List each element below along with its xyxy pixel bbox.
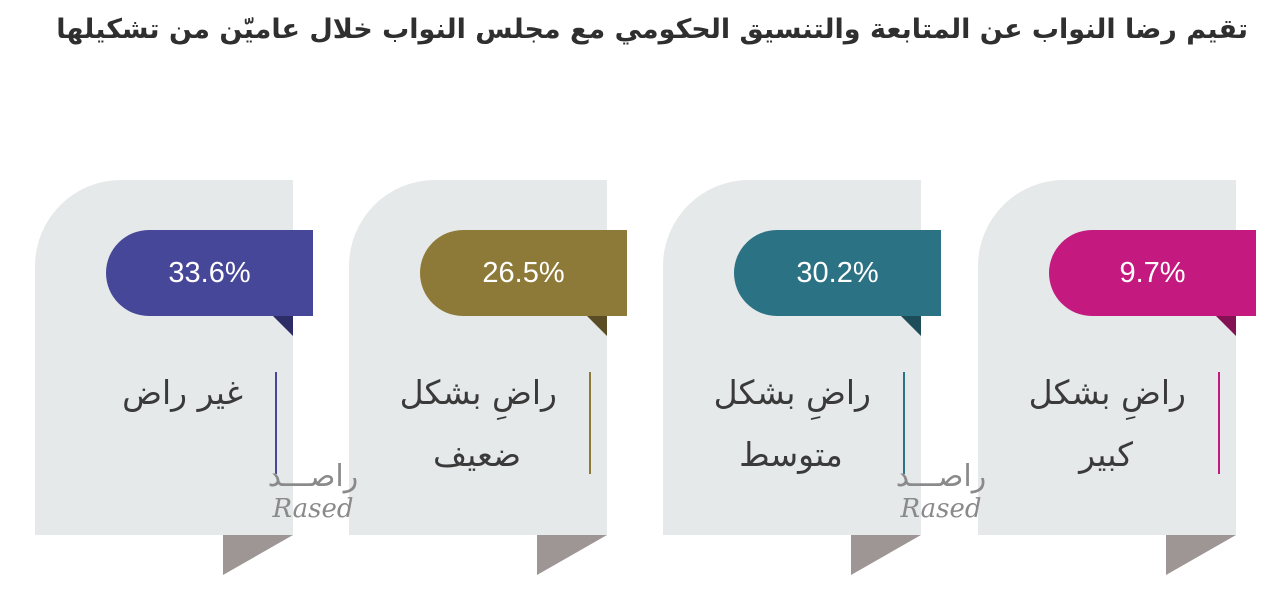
category-label-line: راضِ بشكل	[399, 373, 557, 412]
value-label: 33.6%	[106, 230, 313, 316]
value-label: 30.2%	[734, 230, 941, 316]
card-fold	[223, 535, 293, 575]
category-card: 33.6% غير راض	[35, 180, 313, 575]
watermark-latin: Rased	[272, 494, 354, 524]
label-divider	[275, 372, 277, 474]
watermark: راصـــد Rased	[876, 460, 1006, 530]
category-label-line: غير راض	[122, 373, 243, 412]
label-divider	[903, 372, 905, 474]
category-label: راضِ بشكل كبير	[1026, 362, 1186, 486]
category-label-line: متوسط	[739, 435, 843, 474]
watermark-arabic: راصـــد	[267, 459, 359, 494]
label-divider	[589, 372, 591, 474]
category-label-line: راضِ بشكل	[713, 373, 871, 412]
chart-title: تقيم رضا النواب عن المتابعة والتنسيق الح…	[56, 14, 1248, 45]
card-fold	[537, 535, 607, 575]
category-label: راضِ بشكل متوسط	[711, 362, 871, 486]
value-pill-shadow	[901, 316, 921, 336]
category-label: راضِ بشكل ضعيف	[397, 362, 557, 486]
value-pill-shadow	[587, 316, 607, 336]
category-label-line: ضعيف	[432, 435, 522, 474]
value-label: 26.5%	[420, 230, 627, 316]
card-fold	[851, 535, 921, 575]
value-label: 9.7%	[1049, 230, 1256, 316]
card-fold	[1166, 535, 1236, 575]
category-card: 30.2% راضِ بشكل متوسط	[663, 180, 941, 575]
category-card: 26.5% راضِ بشكل ضعيف	[349, 180, 627, 575]
watermark-arabic: راصـــد	[895, 459, 987, 494]
category-label-line: كبير	[1079, 435, 1133, 474]
watermark-latin: Rased	[900, 494, 982, 524]
category-label-line: راضِ بشكل	[1028, 373, 1186, 412]
watermark: راصـــد Rased	[248, 460, 378, 530]
value-pill-shadow	[273, 316, 293, 336]
category-card: 9.7% راضِ بشكل كبير	[978, 180, 1256, 575]
value-pill-shadow	[1216, 316, 1236, 336]
category-label: غير راض	[83, 362, 243, 424]
label-divider	[1218, 372, 1220, 474]
